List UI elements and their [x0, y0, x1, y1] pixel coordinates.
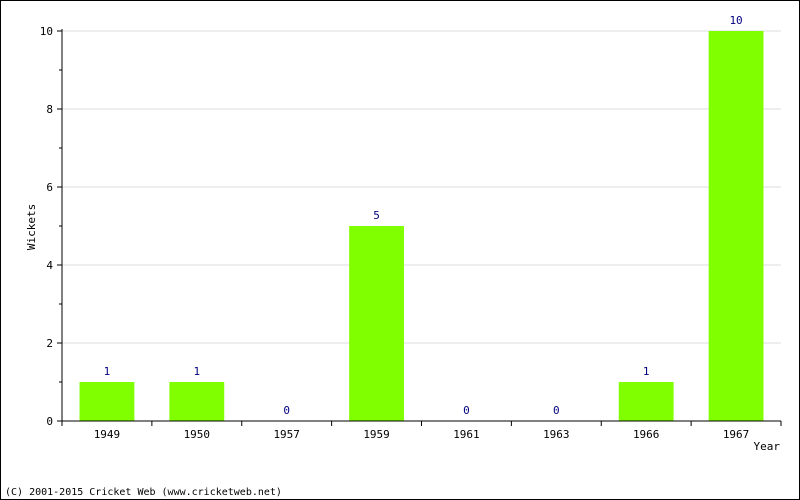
data-label: 0: [553, 404, 560, 417]
x-tick-label: 1967: [723, 428, 750, 441]
bar: [349, 226, 404, 421]
y-tick-label: 2: [46, 337, 53, 350]
y-tick-label: 4: [46, 259, 53, 272]
y-tick-label: 10: [40, 25, 53, 38]
x-tick-label: 1966: [633, 428, 660, 441]
data-label: 1: [194, 365, 201, 378]
axes: [57, 29, 782, 426]
data-label: 0: [283, 404, 290, 417]
y-tick-label: 6: [46, 181, 53, 194]
data-label: 5: [373, 209, 380, 222]
y-tick-label: 8: [46, 103, 53, 116]
bar: [708, 31, 764, 421]
labels: 0 2 4 6 8 10 1 1949 1 1950 0 1957 5 1959 0 1961 0 1963 1 19…: [40, 14, 750, 441]
bar: [618, 382, 674, 421]
bar: [79, 382, 135, 421]
x-tick-label: 1957: [273, 428, 300, 441]
bar: [169, 382, 225, 421]
y-tick-label: 0: [46, 415, 53, 428]
gridlines: [62, 30, 781, 344]
x-tick-label: 1950: [184, 428, 211, 441]
x-tick-label: 1949: [94, 428, 121, 441]
data-label: 10: [729, 14, 742, 27]
x-tick-label: 1963: [543, 428, 570, 441]
bars: [79, 31, 764, 421]
data-label: 0: [463, 404, 470, 417]
data-label: 1: [104, 365, 111, 378]
data-label: 1: [643, 365, 650, 378]
y-axis-title: Wickets: [25, 204, 38, 250]
copyright-notice: (C) 2001-2015 Cricket Web (www.cricketwe…: [5, 487, 282, 498]
x-tick-label: 1959: [363, 428, 390, 441]
x-tick-label: 1961: [453, 428, 480, 441]
x-axis-title: Year: [754, 440, 781, 453]
